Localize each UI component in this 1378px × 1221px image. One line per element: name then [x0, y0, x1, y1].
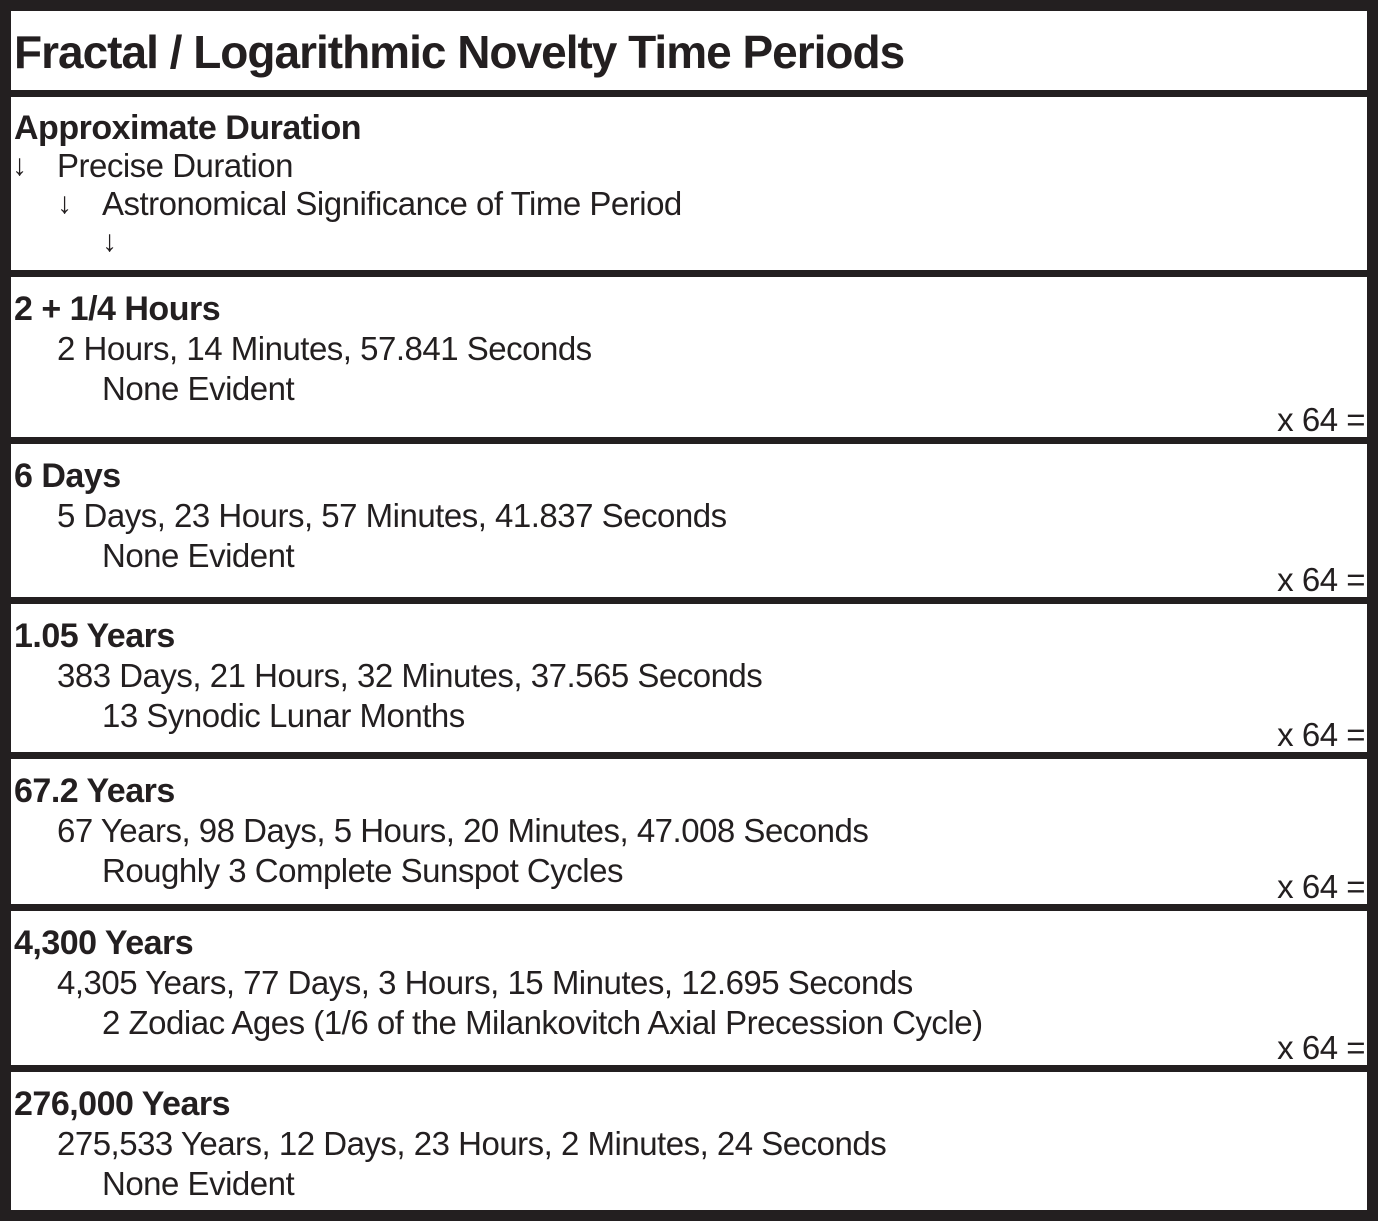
- astronomical-significance: None Evident: [102, 1165, 295, 1202]
- approximate-duration: 1.05 Years: [14, 617, 175, 655]
- approximate-duration: 6 Days: [14, 457, 121, 495]
- astronomical-significance: 2 Zodiac Ages (1/6 of the Milankovitch A…: [102, 1004, 983, 1041]
- down-arrow-icon: ↓: [57, 187, 72, 220]
- multiplier-label: x 64 =: [1277, 716, 1365, 753]
- multiplier-label: x 64 =: [1277, 868, 1365, 905]
- legend-level1-label: Approximate Duration: [14, 109, 362, 147]
- table-row: 67.2 Years 67 Years, 98 Days, 5 Hours, 2…: [11, 759, 1367, 911]
- table-row: 6 Days 5 Days, 23 Hours, 57 Minutes, 41.…: [11, 444, 1367, 604]
- table-row: 276,000 Years 275,533 Years, 12 Days, 23…: [11, 1072, 1367, 1210]
- precise-duration: 2 Hours, 14 Minutes, 57.841 Seconds: [57, 330, 592, 367]
- multiplier-label: x 64 =: [1277, 561, 1365, 598]
- down-arrow-icon: ↓: [12, 149, 27, 182]
- approximate-duration: 67.2 Years: [14, 772, 175, 810]
- down-arrow-icon: ↓: [102, 225, 117, 258]
- legend-level2-line: ↓ Precise Duration: [11, 147, 1367, 185]
- precise-duration: 4,305 Years, 77 Days, 3 Hours, 15 Minute…: [57, 964, 913, 1001]
- approximate-duration: 2 + 1/4 Hours: [14, 290, 221, 328]
- precise-duration: 67 Years, 98 Days, 5 Hours, 20 Minutes, …: [57, 812, 869, 849]
- legend-level3-label: Astronomical Significance of Time Period: [102, 185, 682, 222]
- astronomical-significance: None Evident: [102, 537, 295, 574]
- precise-duration: 275,533 Years, 12 Days, 23 Hours, 2 Minu…: [57, 1125, 887, 1162]
- column-legend-row: Approximate Duration ↓ Precise Duration ↓…: [11, 97, 1367, 277]
- legend-level3-line: ↓ Astronomical Significance of Time Perio…: [11, 185, 1367, 223]
- legend-level2-label: Precise Duration: [57, 147, 293, 184]
- approximate-duration: 276,000 Years: [14, 1085, 231, 1123]
- table-row: 1.05 Years 383 Days, 21 Hours, 32 Minute…: [11, 604, 1367, 759]
- precise-duration: 383 Days, 21 Hours, 32 Minutes, 37.565 S…: [57, 657, 763, 694]
- multiplier-label: x 64 =: [1277, 401, 1365, 438]
- astronomical-significance: 13 Synodic Lunar Months: [102, 697, 465, 734]
- precise-duration: 5 Days, 23 Hours, 57 Minutes, 41.837 Sec…: [57, 497, 727, 534]
- astronomical-significance: None Evident: [102, 370, 295, 407]
- page-title: Fractal / Logarithmic Novelty Time Perio…: [14, 26, 905, 78]
- astronomical-significance: Roughly 3 Complete Sunspot Cycles: [102, 852, 623, 889]
- legend-level4-line: ↓: [11, 223, 1367, 261]
- multiplier-label: x 64 =: [1277, 1029, 1365, 1066]
- table-row: 2 + 1/4 Hours 2 Hours, 14 Minutes, 57.84…: [11, 277, 1367, 444]
- table-row: 4,300 Years 4,305 Years, 77 Days, 3 Hour…: [11, 911, 1367, 1072]
- approximate-duration: 4,300 Years: [14, 924, 194, 962]
- table-title-row: Fractal / Logarithmic Novelty Time Perio…: [11, 11, 1367, 97]
